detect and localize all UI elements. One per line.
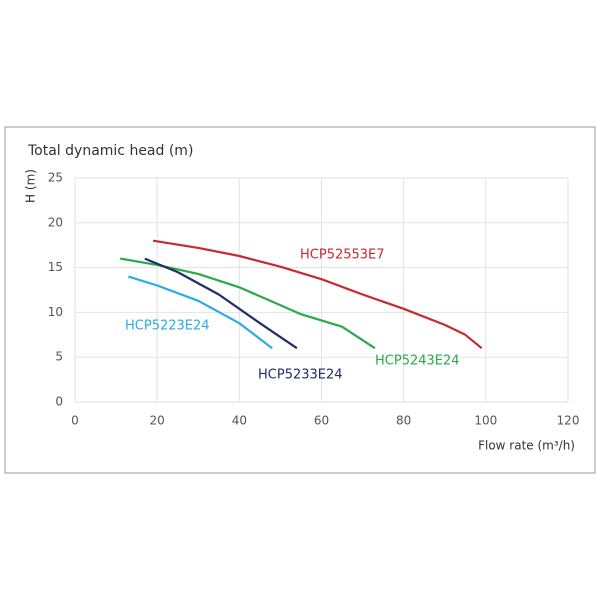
series-line [144, 257, 298, 350]
y-tick-label: 5 [55, 350, 63, 364]
series-label: HCP5223E24 [125, 319, 210, 334]
y-tick-label: 0 [55, 395, 63, 409]
x-tick-label: 40 [232, 414, 247, 428]
x-tick-label: 120 [557, 414, 580, 428]
y-axis-label: H (m) [24, 169, 38, 203]
x-tick-label: 80 [396, 414, 411, 428]
series-label: HCP5233E24 [258, 368, 343, 383]
y-tick-label: 20 [48, 215, 63, 229]
x-axis-label: Flow rate (m³/h) [478, 439, 575, 453]
x-tick-label: 20 [150, 414, 165, 428]
x-tick-label: 60 [314, 414, 329, 428]
series-line [152, 239, 483, 350]
series-label: HCP5243E24 [375, 354, 460, 369]
chart-title: Total dynamic head (m) [27, 143, 193, 159]
series-line [128, 275, 273, 350]
x-tick-label: 0 [71, 414, 79, 428]
y-tick-label: 10 [48, 305, 63, 319]
series-label: HCP52553E7 [300, 248, 385, 263]
y-tick-label: 15 [48, 260, 63, 274]
chart-frame [4, 126, 596, 474]
y-tick-label: 25 [48, 171, 63, 185]
x-tick-label: 100 [474, 414, 497, 428]
